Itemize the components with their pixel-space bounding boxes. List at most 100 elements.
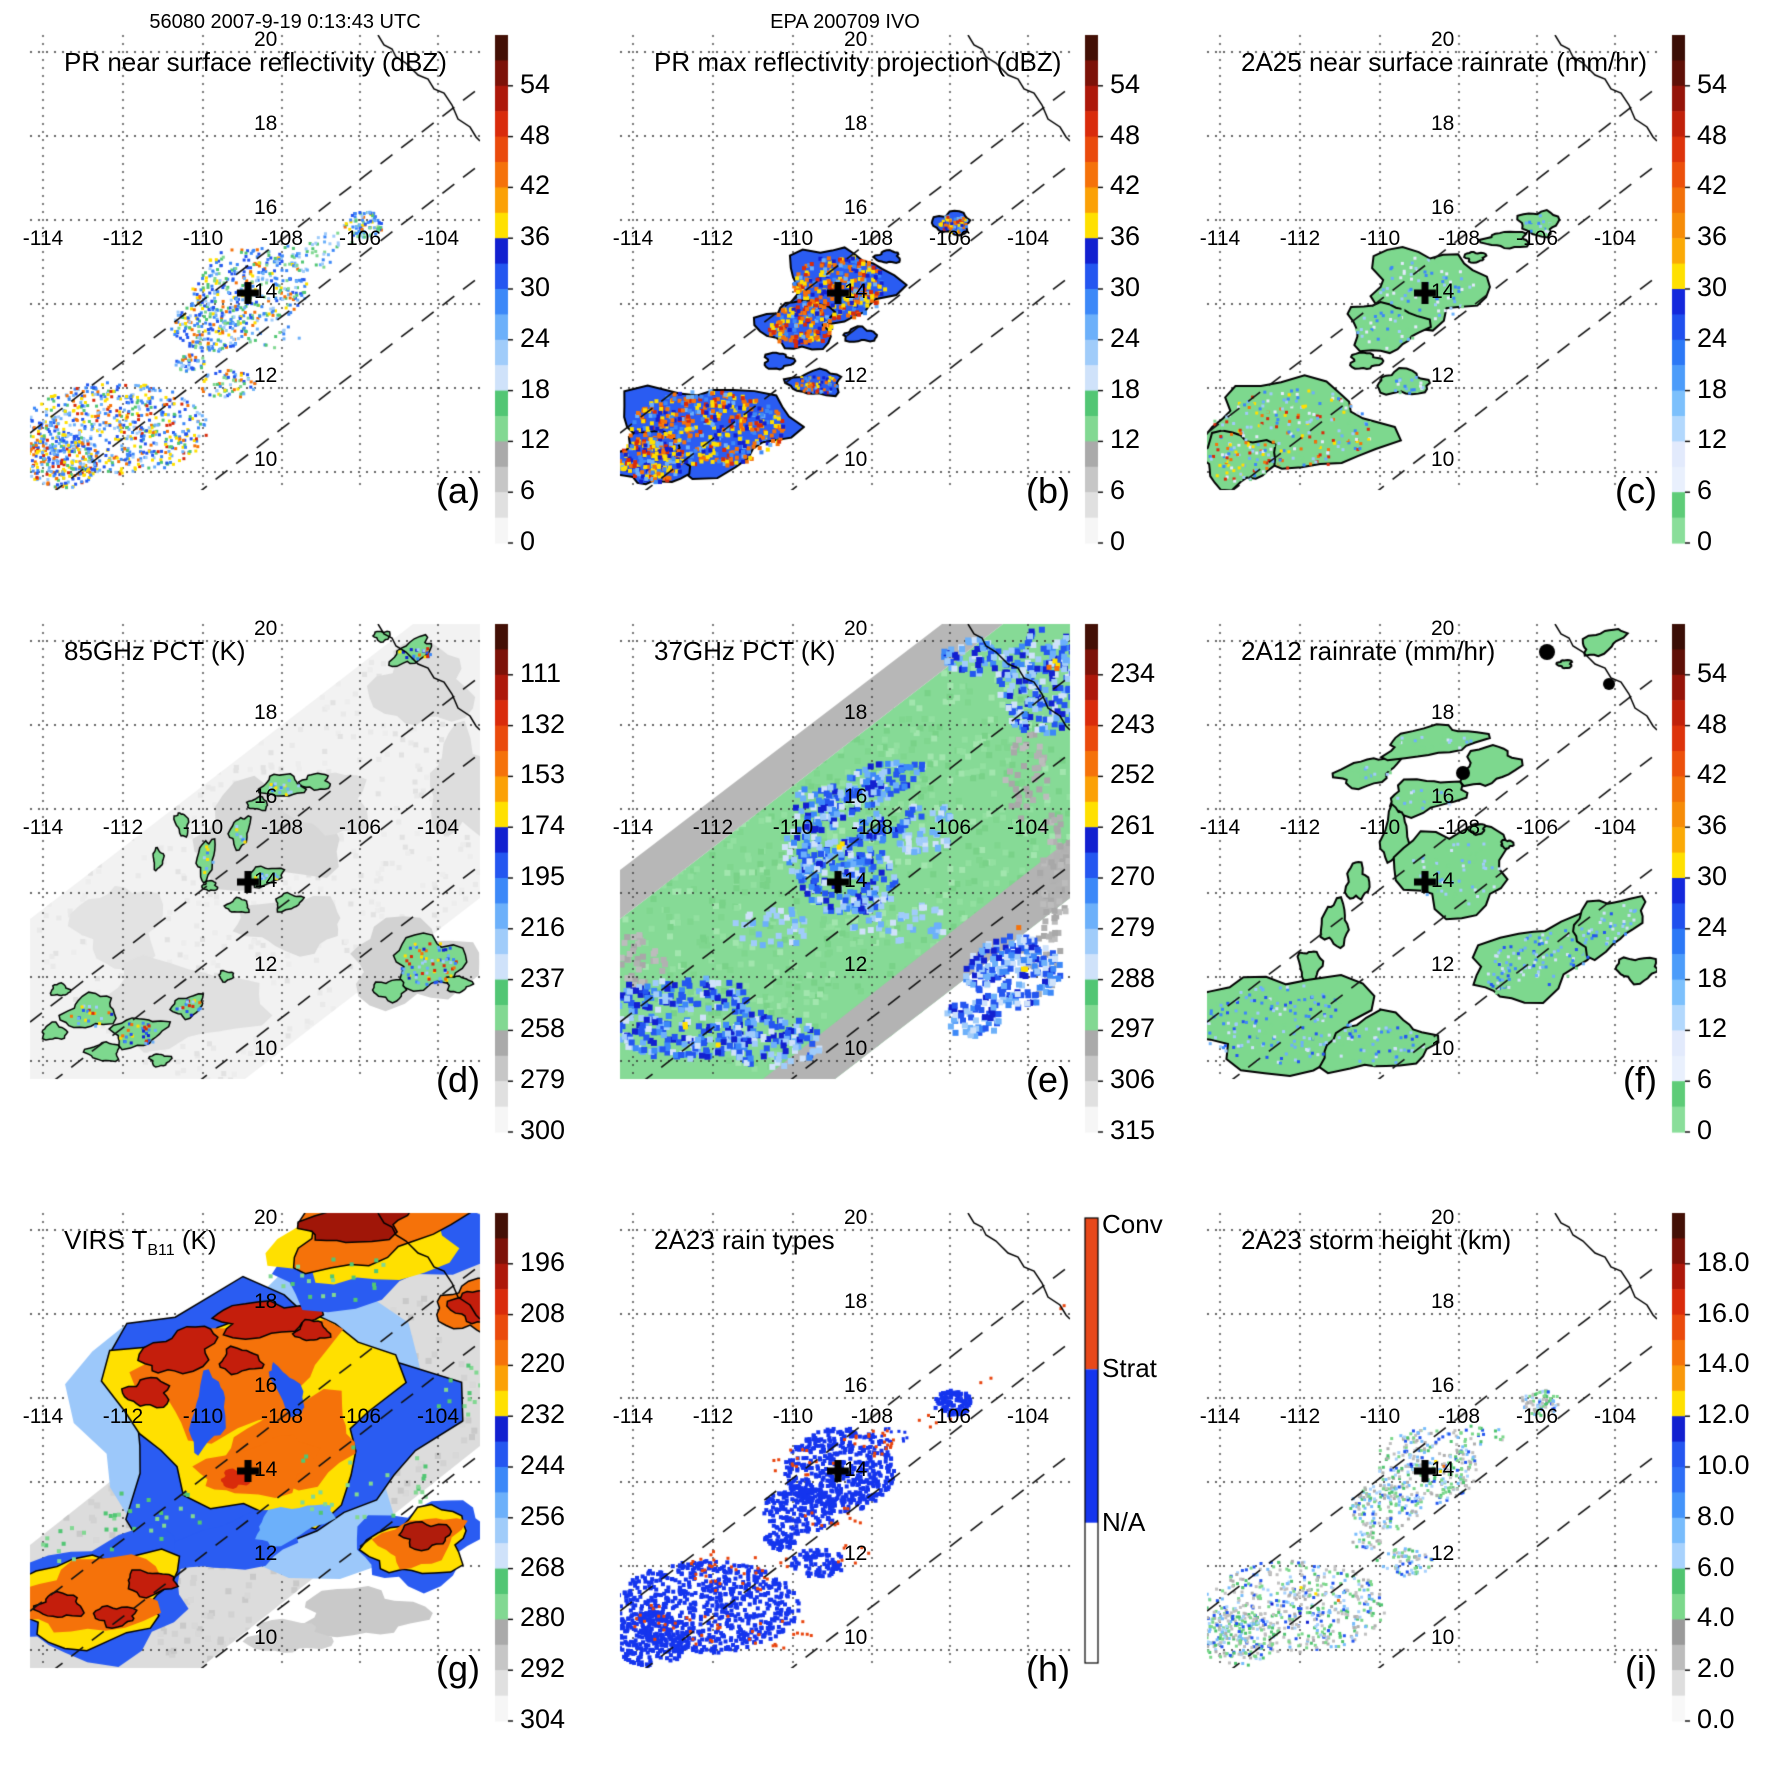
lat-label: 16 [1431,785,1455,808]
colorbar-tick-label: 216 [520,911,566,942]
colorbar-tick-label: 153 [520,759,566,790]
colorbar-tick-label: 279 [1110,911,1156,942]
lat-label: 14 [1431,869,1455,892]
lon-label: -106 [1515,1405,1559,1428]
panel-g-title: VIRS TB11 (K) [64,1225,217,1259]
colorbar-tick-label: 132 [520,708,566,739]
colorbar-tick-label: 18 [1110,373,1141,404]
colorbar-tick-label: 24 [1697,322,1728,353]
lat-label: 12 [1431,953,1455,976]
lon-label: -110 [772,227,814,250]
colorbar-tick-label: 0.0 [1697,1704,1735,1734]
colorbar-tick-label: 30 [1697,861,1728,891]
colorbar-tick-label: 220 [520,1348,566,1379]
lon-label: -114 [612,1405,654,1428]
panel-h-letter: (h) [1026,1648,1070,1689]
colorbar-tick-label: 54 [1697,657,1728,688]
colorbar-tick-label: 252 [1110,759,1156,790]
panel-c-letter: (c) [1615,470,1657,511]
colorbar-tick-label: 2.0 [1697,1653,1735,1684]
lon-label: -106 [928,1405,972,1428]
lat-label: 10 [254,1037,278,1060]
colorbar-tick-label: 297 [1110,1013,1156,1044]
lat-label: 10 [844,1037,868,1060]
lat-label: 20 [844,1206,868,1229]
lat-label: 10 [1431,1037,1455,1060]
colorbar-tick-label: 54 [1110,68,1141,99]
lat-label: 20 [1431,617,1455,640]
colorbar-tick-label: 280 [520,1602,566,1633]
lon-label: -114 [22,1405,64,1428]
colorbar-tick-label: 300 [520,1115,566,1145]
panel-c-title: 2A25 near surface rainrate (mm/hr) [1241,47,1648,77]
lat-label: 18 [1431,1290,1455,1313]
lon-label: -104 [416,227,460,250]
colorbar-tick-label: 6 [520,475,536,506]
colorbar-tick-label: 288 [1110,962,1156,993]
lat-label: 16 [844,1374,868,1397]
lon-label: -110 [772,1405,814,1428]
lon-label: -114 [22,227,64,250]
lon-label: -108 [1437,816,1481,839]
colorbar-tick-label: 111 [520,657,562,688]
panel-d-title: 85GHz PCT (K) [64,636,246,666]
colorbar-tick-label: 243 [1110,708,1156,739]
lat-label: 12 [254,953,278,976]
lat-label: 12 [844,1542,868,1565]
colorbar-tick-label: 6 [1697,475,1713,506]
lon-label: -112 [692,1405,734,1428]
lat-label: 16 [1431,196,1455,219]
colorbar-tick-label: 12 [1697,424,1728,455]
colorbar-tick-label: 42 [1110,170,1141,201]
colorbar-tick-label: 8.0 [1697,1500,1735,1531]
colorbar-tick-label: 232 [520,1399,566,1430]
lon-label: -106 [338,816,382,839]
lon-label: -108 [260,1405,304,1428]
colorbar-tick-label: 18 [1697,962,1728,993]
lon-label: -112 [102,227,144,250]
lat-label: 12 [1431,364,1455,387]
lat-label: 18 [254,701,278,724]
lon-label: -112 [102,1405,144,1428]
lon-label: -106 [1515,227,1559,250]
lon-label: -112 [692,227,734,250]
colorbar-tick-label: 0 [1110,526,1126,556]
colorbar-tick-label: 256 [520,1500,566,1531]
lon-label: -110 [1359,227,1401,250]
panel-f-letter: (f) [1623,1059,1657,1100]
colorbar-tick-label: 48 [1697,119,1728,150]
lon-label: -108 [1437,227,1481,250]
lon-label: -106 [338,1405,382,1428]
lon-label: -108 [260,227,304,250]
lat-label: 20 [1431,28,1455,51]
colorbar-tick-label: 244 [520,1450,566,1480]
lon-label: -104 [1593,227,1637,250]
header-orbit-timestamp: 56080 2007-9-19 0:13:43 UTC [149,11,421,33]
lat-label: 14 [254,869,278,892]
colorbar-tick-label: 315 [1110,1115,1156,1145]
colorbar-tick-label: 12 [1697,1013,1728,1044]
panel-a-letter: (a) [436,470,480,511]
colorbar-tick-label: 42 [1697,170,1728,201]
lat-label: 12 [254,1542,278,1565]
colorbar-tick-label: 279 [520,1064,566,1095]
lon-label: -106 [1515,816,1559,839]
lon-label: -106 [928,227,972,250]
lat-label: 14 [1431,1458,1455,1481]
lat-label: 10 [844,1626,868,1649]
lat-label: 20 [1431,1206,1455,1229]
lon-label: -110 [182,1405,224,1428]
lon-label: -112 [692,816,734,839]
lat-label: 16 [254,196,278,219]
colorbar-segment-label: Conv [1102,1209,1163,1239]
lon-label: -112 [1279,227,1321,250]
lon-label: -114 [1199,1405,1241,1428]
panel-e-title: 37GHz PCT (K) [654,636,836,666]
lat-label: 10 [844,448,868,471]
colorbar-tick-label: 18 [1697,373,1728,404]
lat-label: 18 [844,701,868,724]
lat-label: 18 [844,112,868,135]
colorbar-segment-label: Strat [1102,1353,1157,1384]
lon-label: -104 [1006,227,1050,250]
